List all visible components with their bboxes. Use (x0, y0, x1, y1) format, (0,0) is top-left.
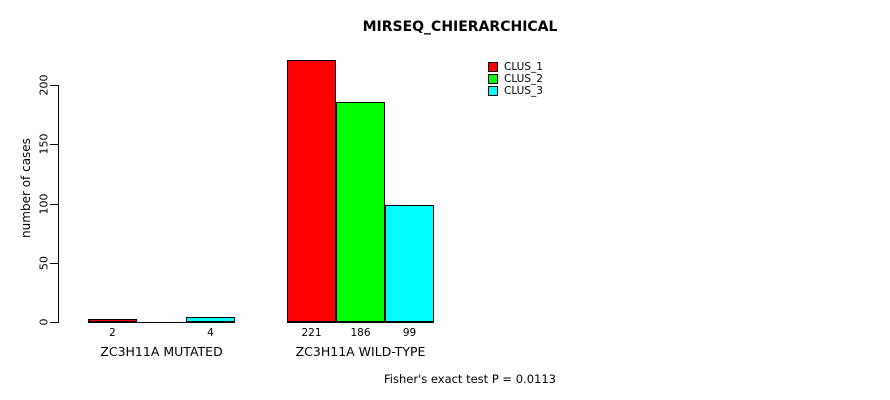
y-axis-tick (50, 203, 58, 205)
x-baseline-segment (287, 322, 434, 323)
bar-clus_2-group2 (336, 102, 385, 322)
bar-value-label: 99 (402, 327, 417, 339)
chart-title: MIRSEQ_CHIERARCHICAL (362, 19, 558, 35)
y-tick-label: 200 (37, 74, 51, 96)
fisher-test-annotation: Fisher's exact test P = 0.0113 (384, 372, 556, 386)
y-tick-label: 50 (37, 255, 51, 270)
legend-item-clus2: CLUS_2 (488, 73, 543, 85)
legend-swatch-clus3 (488, 86, 498, 96)
legend-label-clus3: CLUS_3 (504, 85, 543, 97)
bar-value-label: 186 (350, 327, 371, 339)
y-axis-tick (50, 262, 58, 264)
y-tick-label: 0 (37, 318, 51, 326)
bar-value-label: 4 (207, 327, 214, 339)
x-baseline-segment (88, 322, 235, 323)
y-axis-tick (50, 322, 58, 323)
legend: CLUS_1 CLUS_2 CLUS_3 (488, 61, 543, 98)
bar-value-label: 2 (109, 327, 116, 339)
bar-clus_1-group2 (287, 60, 336, 322)
bar-clus_3-group2 (385, 205, 434, 322)
bar-clus_1-group1 (88, 319, 137, 322)
legend-label-clus2: CLUS_2 (504, 73, 543, 85)
bar-clus_3-group1 (186, 317, 235, 322)
legend-label-clus1: CLUS_1 (504, 61, 543, 73)
bar-value-label: 221 (301, 327, 322, 339)
legend-item-clus1: CLUS_1 (488, 61, 543, 73)
y-axis-tick (50, 144, 58, 146)
legend-swatch-clus1 (488, 62, 498, 72)
legend-swatch-clus2 (488, 74, 498, 84)
y-tick-label: 150 (37, 133, 51, 155)
legend-item-clus3: CLUS_3 (488, 85, 543, 97)
y-tick-label: 100 (37, 193, 51, 214)
y-axis-tick (50, 85, 58, 86)
category-label: ZC3H11A WILD-TYPE (295, 344, 426, 359)
category-label: ZC3H11A MUTATED (100, 344, 223, 359)
y-axis-line (58, 85, 59, 323)
